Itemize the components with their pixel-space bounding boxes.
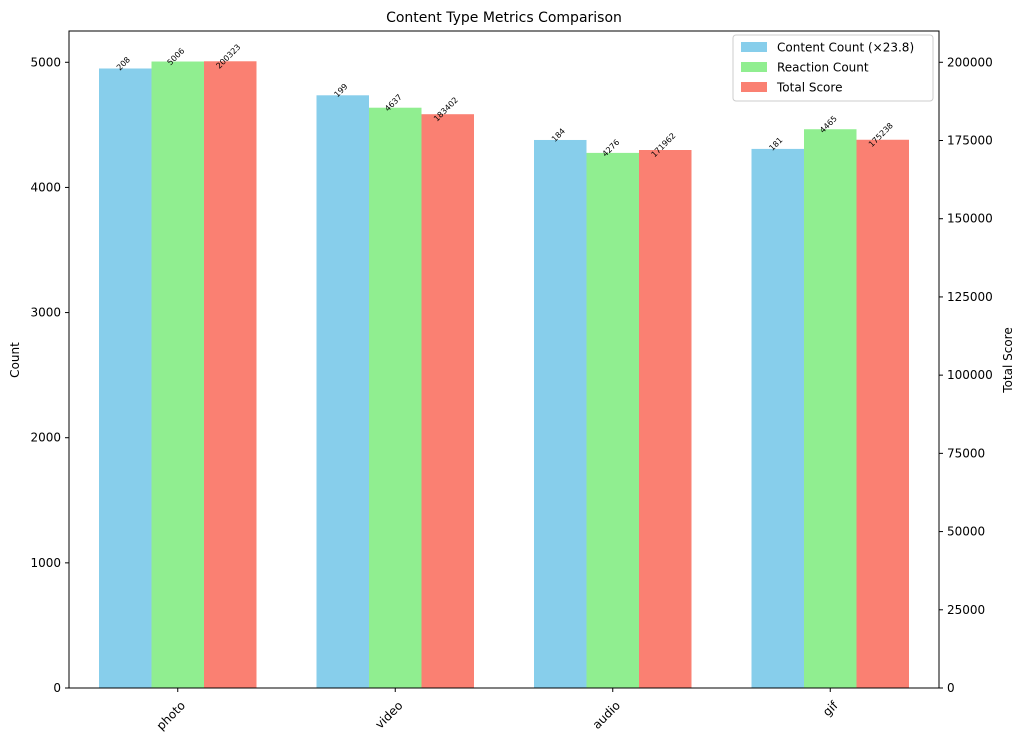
x-tick-label: photo [154,698,188,732]
legend-label: Reaction Count [777,61,869,75]
bar-gif-series-1 [804,129,857,689]
y-axis-label: Count [8,342,22,378]
bar-gif-series-0 [751,148,804,688]
bar-video-series-0 [316,95,369,689]
x-tick-label: video [373,698,406,731]
y-tick-label: 1000 [30,556,61,570]
x-axis: photo video audio gif [154,688,841,733]
y2-tick-label: 150000 [947,212,993,226]
legend-swatch [741,62,767,72]
bar-audio-series-2 [639,150,692,688]
bar-audio-series-1 [586,152,639,688]
y2-tick-label: 175000 [947,134,993,148]
y-tick-label: 5000 [30,55,61,69]
bar-video-series-1 [369,107,422,688]
legend: Content Count (×23.8) Reaction Count Total… [732,34,934,102]
y2-axis-label: Total Score [1001,327,1015,393]
legend-swatch [741,82,767,92]
bar-audio-series-0 [534,139,587,689]
x-tick-label: gif [820,698,841,719]
bar-video-series-2 [421,114,474,688]
x-tick-label: audio [590,698,623,731]
legend-label: Content Count (×23.8) [777,41,914,55]
y2-tick-label: 25000 [947,603,985,617]
y-tick-label: 0 [53,681,61,695]
y2-tick-label: 50000 [947,525,985,539]
plot-frame [68,30,940,689]
legend-label: Total Score [776,81,842,95]
y2-tick-label: 0 [947,681,955,695]
chart-title: Content Type Metrics Comparison [386,10,622,26]
y-tick-label: 4000 [30,180,61,194]
y-axis-left: 0 1000 2000 3000 4000 5000 [30,55,69,695]
y2-tick-label: 100000 [947,368,993,382]
y2-tick-label: 200000 [947,55,993,69]
bar-photo-series-1 [151,61,204,688]
legend-frame [732,34,934,102]
y-tick-label: 2000 [30,431,61,445]
bar-gif-series-2 [856,139,909,688]
bar-photo-series-2 [204,61,257,688]
legend-swatch [741,42,767,52]
y-axis-right: 0 25000 50000 75000 100000 125000 150000 175000… [939,55,993,695]
bar-photo-series-0 [99,68,152,689]
y2-tick-label: 75000 [947,446,985,460]
y-tick-label: 3000 [30,306,61,320]
y2-tick-label: 125000 [947,290,993,304]
bars-layer [99,61,909,689]
